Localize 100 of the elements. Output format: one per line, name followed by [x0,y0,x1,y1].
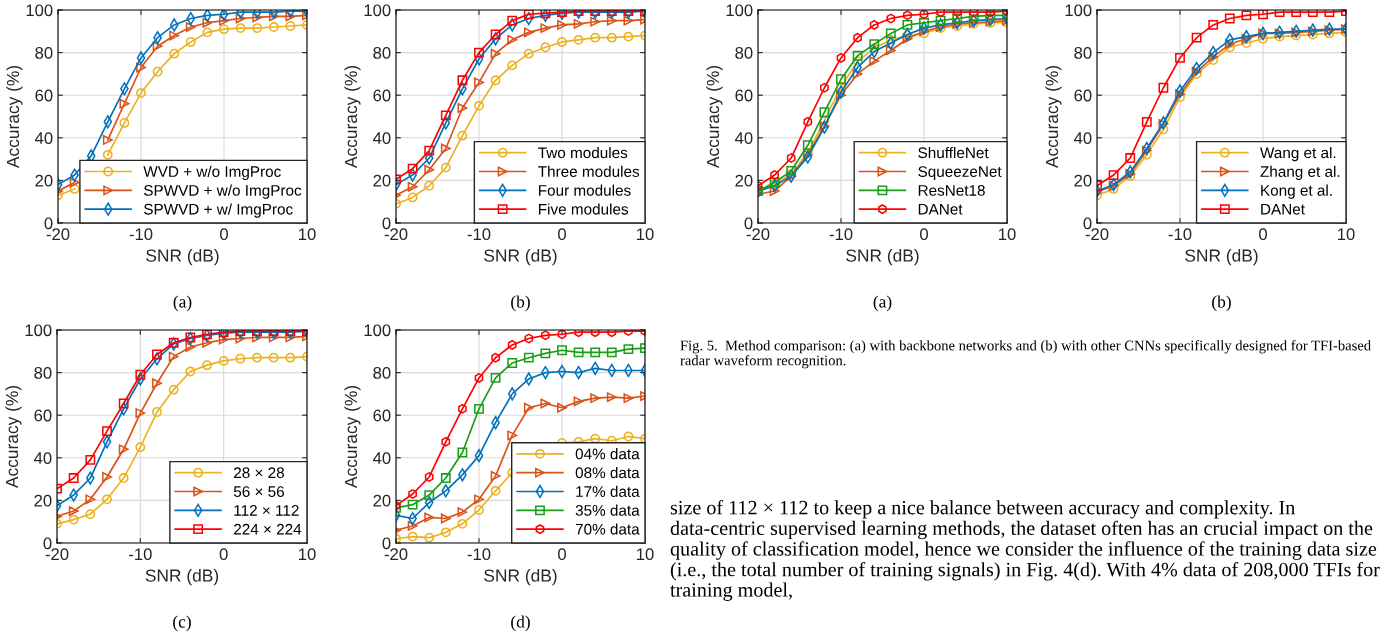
point [1324,10,1335,18]
point [1225,33,1235,47]
point [1141,145,1152,156]
point [1274,10,1285,18]
x-tick-label: -20 [1085,228,1109,241]
point [457,507,468,518]
point [474,47,484,58]
point [507,15,518,26]
point [885,45,896,56]
point [852,68,863,79]
y-tick-label: 100 [26,4,53,17]
legend-label: 35% data [575,504,640,516]
point [219,15,229,26]
point [218,334,229,345]
point [185,366,196,377]
y-tick-label: 20 [34,494,52,507]
point [540,348,551,359]
point [441,484,451,498]
point [574,330,583,338]
point [1258,33,1268,44]
point [235,13,246,24]
point [885,28,896,39]
point [152,352,162,366]
point [441,116,451,130]
point [408,489,417,499]
point [820,82,829,93]
point [540,398,551,409]
text: (a) [173,295,192,312]
x-tick-label: 10 [637,548,654,561]
point [902,19,913,30]
y-tick-label: 100 [1065,4,1092,17]
point [407,521,418,531]
point [507,18,517,32]
x-tick-label: 0 [558,228,566,241]
point [1208,51,1219,62]
point [507,60,518,71]
legend-label: Three modules [538,165,640,177]
point [118,398,129,409]
point [490,75,501,86]
point [407,163,418,174]
point [507,430,518,441]
legend-label: 224 × 224 [234,523,302,535]
y-tick-label: 100 [726,4,753,17]
y-tick-label: 60 [35,89,53,102]
x-tick-label: 10 [299,228,316,241]
point [523,10,534,20]
point [523,48,534,59]
point [235,23,246,34]
point [152,378,162,389]
point [135,442,146,453]
point [424,164,435,175]
point [219,24,229,35]
point [102,134,113,145]
point [1208,19,1219,30]
y-tick-label: 100 [364,324,391,337]
point [440,513,451,524]
y-tick-label: 100 [25,324,52,337]
point [68,473,79,483]
point [185,342,196,352]
point [168,384,179,395]
x-axis-title: SNR (dB) [484,568,557,586]
point [85,509,96,520]
x-axis-title: SNR (dB) [145,568,219,586]
point [573,34,584,45]
point [474,52,484,66]
legend-label: Wang et al. [1260,146,1336,162]
point [1158,119,1169,129]
point [952,13,963,24]
point [268,352,279,363]
point [424,151,434,165]
point [623,15,634,26]
point [490,372,501,383]
point [424,145,435,156]
point [136,51,146,65]
y-tick-label: 40 [34,132,53,144]
y-tick-label: 40 [372,452,391,464]
point [590,347,601,358]
y-tick-label: 60 [373,409,391,422]
point [557,37,567,47]
y-tick-label: 80 [35,47,53,59]
point [523,352,534,363]
point [102,149,113,160]
point [136,88,146,99]
point [102,472,112,482]
point [252,352,262,363]
y-axis-title: Accuracy (%) [6,65,23,169]
x-tick-label: -10 [129,228,153,241]
legend-label: Four modules [539,184,631,196]
y-tick-label: 40 [734,132,753,144]
point [440,110,451,121]
legend-label: DANet [918,203,963,215]
point [169,18,179,32]
point [1158,124,1169,135]
point [869,39,880,50]
point [557,330,567,340]
point [102,435,112,449]
point [540,23,551,34]
point [69,177,80,188]
text: (b) [511,295,530,312]
legend-label: Zhang et al. [1260,165,1340,180]
